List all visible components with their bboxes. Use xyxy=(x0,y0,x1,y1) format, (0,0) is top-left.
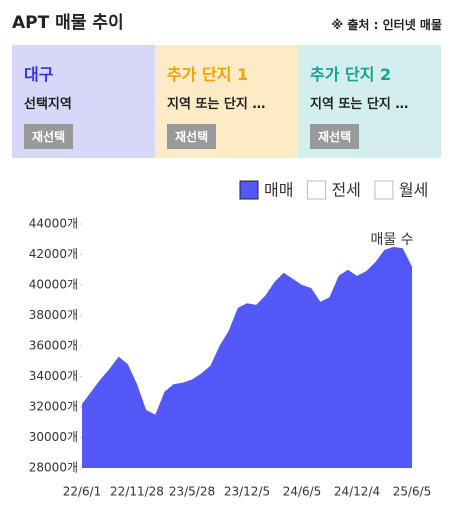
y-tick-label: 32000개 xyxy=(29,400,78,414)
region-panel: 추가 단지 2 지역 또는 단지 … 재선택 xyxy=(298,45,441,158)
panels: 대구 선택지역 재선택 추가 단지 1 지역 또는 단지 … 재선택 추가 단지… xyxy=(12,45,441,158)
y-tick-label: 44000개 xyxy=(29,217,78,231)
x-tick-label: 24/6/5 xyxy=(283,485,322,499)
source-note: ※ 출처 : 인터넷 매물 xyxy=(331,18,442,32)
legend-checkbox[interactable] xyxy=(239,180,259,200)
region-panel: 추가 단지 1 지역 또는 단지 … 재선택 xyxy=(155,45,298,158)
y-tick-label: 28000개 xyxy=(29,461,78,475)
panel-subtitle: 지역 또는 단지 … xyxy=(167,97,266,112)
legend-label[interactable]: 전세 xyxy=(331,181,360,200)
panel-subtitle: 선택지역 xyxy=(24,97,72,112)
legend-checkbox[interactable] xyxy=(374,180,394,200)
y-tick-label: 34000개 xyxy=(29,369,78,383)
chart: 매매 전세 월세 28000개 30000개 32000개 34000개 36000개 3800… xyxy=(29,180,432,499)
x-tick-label: 25/6/5 xyxy=(393,485,432,499)
panel-title: 추가 단지 2 xyxy=(310,65,392,84)
area xyxy=(82,246,412,468)
annotation: 매물 수 xyxy=(370,232,413,248)
reselect-button[interactable]: 재선택 xyxy=(24,124,74,149)
x-tick-label: 23/12/5 xyxy=(224,485,270,499)
panel-title: 추가 단지 1 xyxy=(167,65,249,84)
legend-checkbox[interactable] xyxy=(306,180,326,200)
panel-title: 대구 xyxy=(24,65,54,84)
legend-label[interactable]: 매매 xyxy=(264,181,293,200)
y-tick-label: 42000개 xyxy=(29,247,78,261)
x-tick-label: 22/11/28 xyxy=(110,485,164,499)
y-tick-label: 38000개 xyxy=(29,308,78,322)
y-tick-label: 36000개 xyxy=(29,339,78,353)
y-tick-label: 40000개 xyxy=(29,278,78,292)
page-title: APT 매물 추이 xyxy=(12,13,124,33)
region-panel: 대구 선택지역 재선택 xyxy=(12,45,155,158)
x-tick-label: 22/6/1 xyxy=(63,485,102,499)
panel-subtitle: 지역 또는 단지 … xyxy=(310,97,409,112)
reselect-button[interactable]: 재선택 xyxy=(310,124,360,149)
legend-label[interactable]: 월세 xyxy=(399,181,428,200)
y-tick-label: 30000개 xyxy=(29,430,78,444)
x-tick-label: 23/5/28 xyxy=(169,485,215,499)
reselect-button[interactable]: 재선택 xyxy=(167,124,217,149)
x-tick-label: 24/12/4 xyxy=(334,485,380,499)
